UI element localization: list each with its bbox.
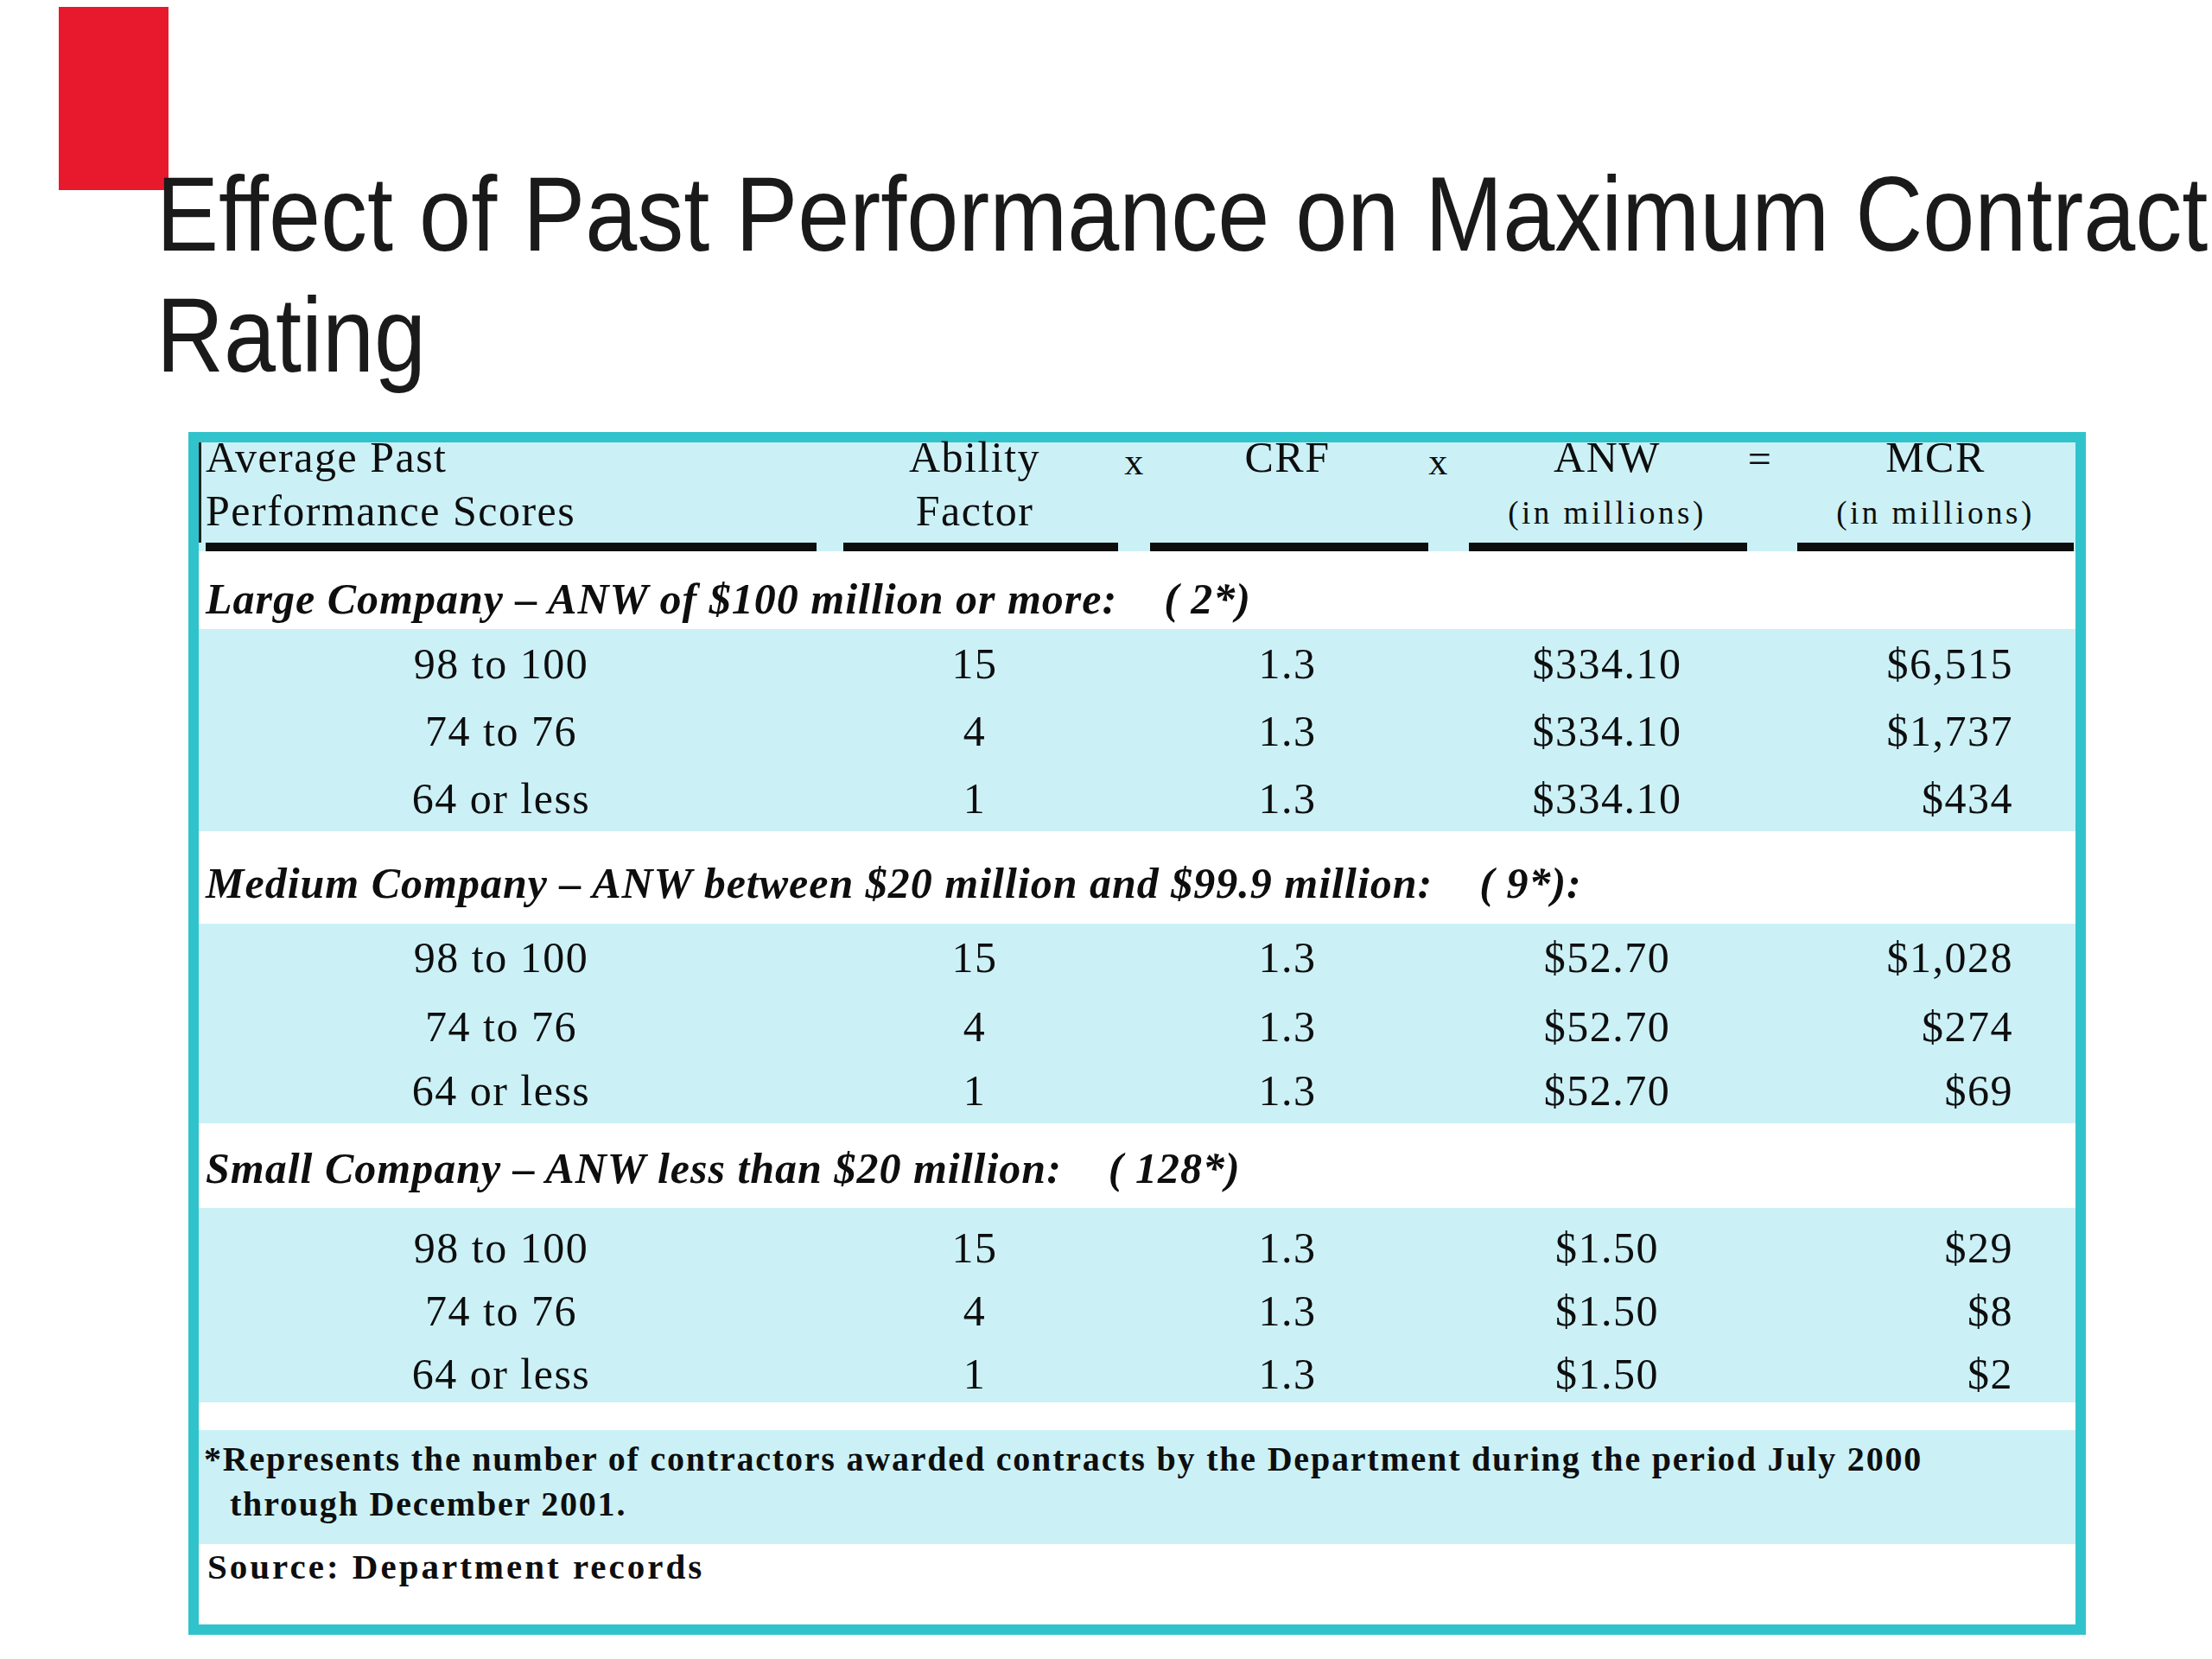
cell-ability: 15	[845, 934, 1104, 981]
cell-mcr: $69	[1754, 1067, 2013, 1114]
slide-title-line2: Rating	[156, 275, 2208, 396]
cell-crf: 1.3	[1158, 1351, 1417, 1397]
cell-mcr: $1,737	[1754, 708, 2013, 754]
cell-score: 74 to 76	[328, 1287, 674, 1334]
section-heading-medium: Medium Company – ANW between $20 million…	[206, 860, 1582, 906]
cell-ability: 1	[845, 1351, 1104, 1397]
cell-crf: 1.3	[1158, 708, 1417, 754]
section-heading-small: Small Company – ANW less than $20 millio…	[206, 1145, 1241, 1192]
cell-anw: $334.10	[1478, 708, 1737, 754]
cell-anw: $1.50	[1478, 1224, 1737, 1271]
cell-mcr: $8	[1754, 1287, 2013, 1334]
underline-ability	[843, 543, 1118, 551]
cell-anw: $52.70	[1478, 1067, 1737, 1114]
cell-mcr: $2	[1754, 1351, 2013, 1397]
cell-anw: $334.10	[1478, 640, 1737, 687]
equals-sign: =	[1717, 435, 1803, 482]
cell-score: 64 or less	[328, 775, 674, 822]
cell-score: 74 to 76	[328, 1003, 674, 1050]
cell-mcr: $274	[1754, 1003, 2013, 1050]
cell-score: 64 or less	[328, 1067, 674, 1114]
col-header-anw: ANW	[1478, 434, 1737, 480]
underline-scores	[206, 543, 817, 551]
cell-ability: 4	[845, 1287, 1104, 1334]
cell-anw: $52.70	[1478, 1003, 1737, 1050]
cell-anw: $1.50	[1478, 1351, 1737, 1397]
col-header-ability: Ability	[845, 434, 1104, 480]
cell-ability: 4	[845, 708, 1104, 754]
col-header-scores-line1: Average Past	[206, 434, 447, 480]
cell-crf: 1.3	[1158, 640, 1417, 687]
data-table: Average Past Performance Scores Ability …	[188, 432, 2086, 1635]
cell-score: 98 to 100	[328, 1224, 674, 1271]
col-header-mcr-units: (in millions)	[1806, 493, 2065, 534]
source-note: Source: Department records	[207, 1544, 704, 1589]
slide-title-line1: Effect of Past Performance on Maximum Co…	[156, 154, 2208, 275]
footnote-line2: through December 2001.	[230, 1482, 626, 1527]
red-accent-bar	[59, 7, 168, 190]
cell-mcr: $1,028	[1754, 934, 2013, 981]
cell-score: 64 or less	[328, 1351, 674, 1397]
cell-ability: 15	[845, 640, 1104, 687]
cell-crf: 1.3	[1158, 934, 1417, 981]
cell-mcr: $29	[1754, 1224, 2013, 1271]
cell-crf: 1.3	[1158, 1224, 1417, 1271]
cell-mcr: $6,515	[1754, 640, 2013, 687]
underline-mcr	[1797, 543, 2074, 551]
col-header-scores-line2: Performance Scores	[206, 487, 575, 534]
cell-crf: 1.3	[1158, 1067, 1417, 1114]
slide: Effect of Past Performance on Maximum Co…	[0, 0, 2212, 1659]
col-header-anw-units: (in millions)	[1478, 493, 1737, 534]
col-header-factor: Factor	[845, 487, 1104, 534]
cell-anw: $334.10	[1478, 775, 1737, 822]
multiply-sign-2: x	[1395, 439, 1482, 486]
col-header-crf: CRF	[1158, 434, 1417, 480]
cell-score: 98 to 100	[328, 934, 674, 981]
cell-score: 74 to 76	[328, 708, 674, 754]
cell-ability: 1	[845, 1067, 1104, 1114]
header-left-rule	[199, 442, 201, 543]
cell-ability: 15	[845, 1224, 1104, 1271]
slide-title: Effect of Past Performance on Maximum Co…	[156, 154, 2208, 396]
cell-crf: 1.3	[1158, 1003, 1417, 1050]
cell-anw: $1.50	[1478, 1287, 1737, 1334]
underline-crf	[1150, 543, 1428, 551]
cell-anw: $52.70	[1478, 934, 1737, 981]
section-heading-large: Large Company – ANW of $100 million or m…	[206, 575, 1251, 622]
footnote-line1: *Represents the number of contractors aw…	[204, 1437, 1923, 1482]
cell-score: 98 to 100	[328, 640, 674, 687]
cell-ability: 1	[845, 775, 1104, 822]
cell-ability: 4	[845, 1003, 1104, 1050]
underline-anw	[1469, 543, 1747, 551]
cell-mcr: $434	[1754, 775, 2013, 822]
cell-crf: 1.3	[1158, 1287, 1417, 1334]
col-header-mcr: MCR	[1806, 434, 2065, 480]
cell-crf: 1.3	[1158, 775, 1417, 822]
